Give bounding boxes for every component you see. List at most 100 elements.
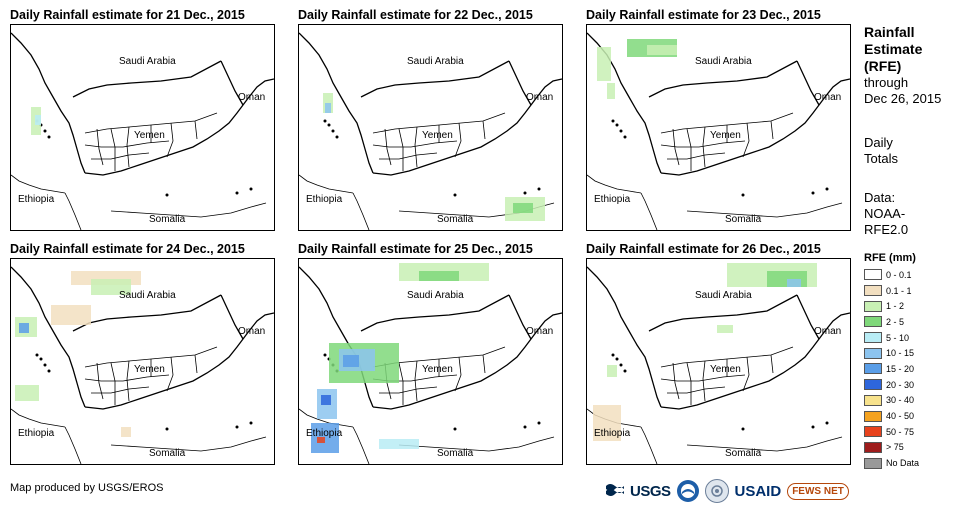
rainfall-patch <box>597 47 611 81</box>
boundary-line <box>352 192 370 230</box>
island-dot <box>825 421 829 425</box>
boundary-line <box>796 60 820 106</box>
side-data-3: RFE2.0 <box>864 222 909 237</box>
boundary-line <box>660 78 850 176</box>
base-map <box>587 266 850 464</box>
rainfall-patch <box>513 203 533 213</box>
island-dot <box>523 425 527 429</box>
rainfall-patch <box>379 439 419 449</box>
side-daily-block: Daily Totals <box>864 135 898 167</box>
boundary-line <box>11 32 86 174</box>
boundary-line <box>796 294 820 340</box>
legend-label: 5 - 10 <box>886 332 910 343</box>
label-somalia: Somalia <box>725 448 762 459</box>
island-dot <box>249 421 253 425</box>
boundary-line <box>482 120 486 140</box>
legend-item: 0 - 0.1 <box>864 267 919 283</box>
legend-label: 15 - 20 <box>886 363 915 374</box>
rainfall-patch <box>317 437 325 443</box>
island-dot <box>323 119 327 123</box>
boundary-line <box>482 354 486 374</box>
label-somalia: Somalia <box>149 214 186 225</box>
rainfall-layer <box>15 271 141 437</box>
legend-item: 50 - 75 <box>864 424 919 440</box>
island-dot <box>165 427 169 431</box>
boundary-line <box>742 122 750 158</box>
panel-title: Daily Rainfall estimate for 25 Dec., 201… <box>298 242 533 256</box>
island-dot <box>537 421 541 425</box>
label-somalia: Somalia <box>725 214 762 225</box>
legend-label: 50 - 75 <box>886 426 915 437</box>
legend-swatch <box>864 300 882 312</box>
boundary-line <box>384 128 392 166</box>
boundary-line <box>660 312 850 410</box>
usgs-logo: USGS <box>630 482 671 500</box>
usgs-wave-icon <box>606 482 624 501</box>
rainfall-patch <box>607 365 617 377</box>
boundary-line <box>414 360 418 402</box>
label-ethiopia: Ethiopia <box>18 428 55 439</box>
island-dot <box>825 187 829 191</box>
boundary-line <box>166 356 174 392</box>
island-dot <box>47 369 51 373</box>
noaa-icon <box>676 480 699 502</box>
label-ethiopia: Ethiopia <box>306 194 343 205</box>
island-dot <box>523 191 527 195</box>
boundary-line <box>508 60 532 106</box>
label-oman: Oman <box>238 92 266 103</box>
boundary-line <box>414 126 418 168</box>
island-dot <box>811 191 815 195</box>
boundary-line <box>299 32 374 174</box>
boundary-line <box>64 426 82 464</box>
doi-seal-icon <box>704 479 729 503</box>
legend-label: > 75 <box>886 442 904 453</box>
legend-label: 30 - 40 <box>886 395 915 406</box>
boundary-line <box>640 426 658 464</box>
boundary-line <box>84 312 274 410</box>
boundary-line <box>220 60 244 106</box>
boundary-line <box>648 60 798 98</box>
legend-label: 1 - 2 <box>886 301 905 312</box>
boundary-line <box>379 152 438 160</box>
island-dot <box>741 427 745 431</box>
legend-label: 40 - 50 <box>886 411 915 422</box>
island-dot <box>453 193 457 197</box>
legend-label: 0 - 0.1 <box>886 269 912 280</box>
boundary-line <box>299 408 354 428</box>
label-ethiopia: Ethiopia <box>594 194 631 205</box>
island-dot <box>615 357 619 361</box>
rainfall-patch <box>321 395 331 405</box>
legend-label: No Data <box>886 458 920 469</box>
legend-label: 0.1 - 1 <box>886 285 912 296</box>
label-oman: Oman <box>526 326 554 337</box>
legend-swatch <box>864 441 882 453</box>
panel-title: Daily Rainfall estimate for 22 Dec., 201… <box>298 8 533 22</box>
island-dot <box>327 123 331 127</box>
island-dot <box>331 129 335 133</box>
rainfall-patch <box>647 45 677 55</box>
base-map <box>11 266 274 464</box>
map-frame: Saudi Arabia Oman Yemen Ethiopia Somalia <box>586 258 851 465</box>
boundary-line <box>91 386 150 394</box>
boundary-line <box>64 192 82 230</box>
boundary-line <box>299 174 354 194</box>
island-dot <box>615 123 619 127</box>
side-date: Dec 26, 2015 <box>864 91 942 106</box>
boundary-line <box>72 60 222 98</box>
boundary-line <box>702 126 706 168</box>
label-yemen: Yemen <box>422 130 453 141</box>
boundary-line <box>454 122 462 158</box>
boundary-line <box>84 140 170 148</box>
boundary-line <box>640 192 658 230</box>
island-dot <box>619 129 623 133</box>
label-saudi-arabia: Saudi Arabia <box>119 56 176 67</box>
island-dot <box>35 353 39 357</box>
island-dot <box>537 187 541 191</box>
panel-title: Daily Rainfall estimate for 26 Dec., 201… <box>586 242 821 256</box>
side-data-block: Data: NOAA- RFE2.0 <box>864 190 908 238</box>
panel-title: Daily Rainfall estimate for 23 Dec., 201… <box>586 8 821 22</box>
boundary-line <box>770 354 774 374</box>
island-dot <box>611 353 615 357</box>
rainfall-patch <box>35 115 41 125</box>
label-yemen: Yemen <box>422 364 453 375</box>
